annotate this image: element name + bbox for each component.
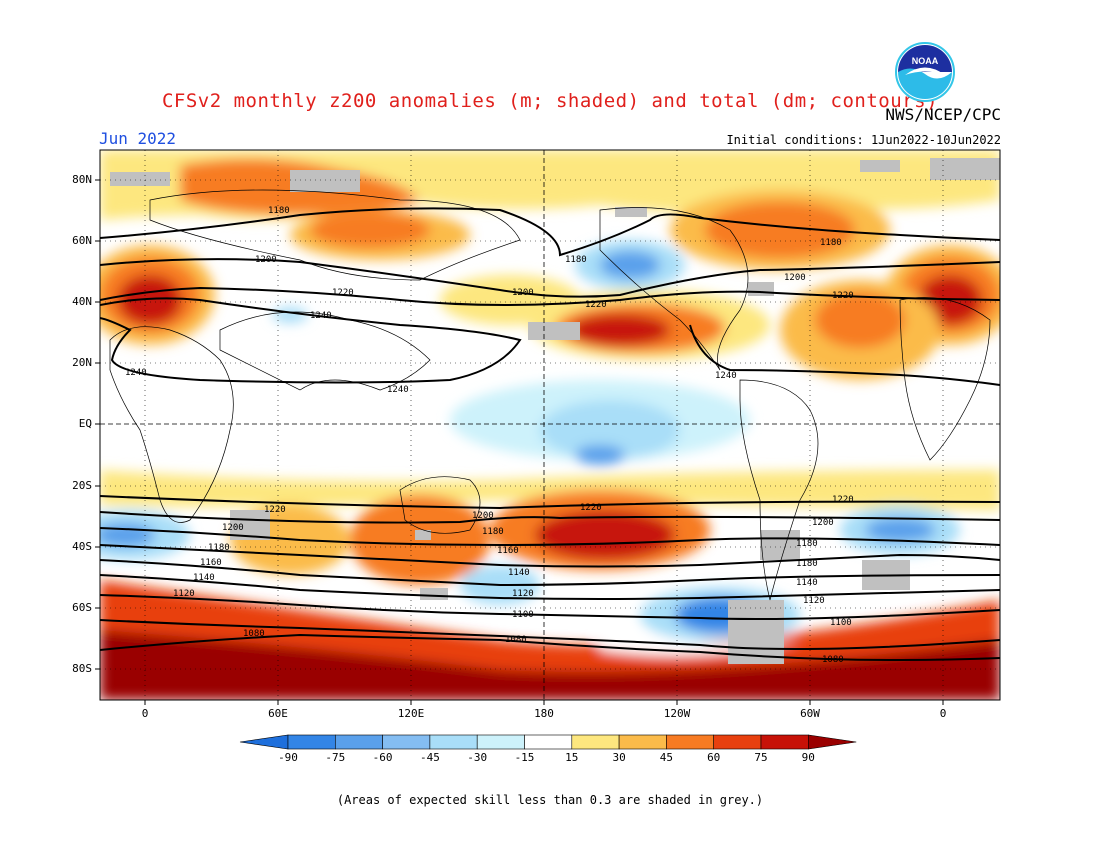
colorbar-segment [571, 734, 620, 750]
colorbar-tick-label: -75 [325, 751, 346, 764]
colorbar-tick-label: 15 [565, 751, 579, 764]
colorbar-segment [618, 734, 667, 750]
initial-conditions: Initial conditions: 1Jun2022-10Jun2022 [726, 133, 1001, 147]
contour-label: 1140 [796, 578, 818, 588]
map-frame [99, 149, 1001, 701]
contour-label: 1160 [497, 546, 519, 556]
logo-text: NOAA [912, 56, 939, 66]
lat-label: 60S [72, 601, 92, 614]
contour-label: 1120 [803, 596, 825, 606]
lat-label: EQ [78, 417, 92, 430]
contour-label: 1140 [193, 573, 215, 583]
lat-label: 60N [72, 234, 92, 247]
colorbar-segment [382, 734, 431, 750]
colorbar [239, 734, 857, 750]
contour-label: 1240 [125, 368, 147, 378]
lon-label: 0 [939, 707, 947, 720]
contour-label: 1080 [505, 635, 527, 645]
colorbar-tick-label: -90 [278, 751, 298, 764]
colorbar-tick-label: 60 [707, 751, 721, 764]
contour-label: 1240 [387, 385, 409, 395]
contour-label: 1220 [832, 495, 854, 505]
reference-lines [100, 150, 1000, 700]
contour-label: 1140 [508, 568, 530, 578]
chart-title: CFSv2 monthly z200 anomalies (m; shaded)… [161, 90, 939, 112]
lon-label: 120W [663, 707, 691, 720]
lon-label: 60W [800, 707, 820, 720]
contour-label: 1180 [482, 527, 504, 537]
contour-label: 1240 [310, 311, 332, 321]
coastlines [109, 189, 991, 601]
colorbar-tick-label: -45 [419, 751, 440, 764]
contour-label: 1080 [822, 655, 844, 665]
colorbar-tick-label: 45 [659, 751, 674, 764]
contour-label: 1120 [512, 589, 534, 599]
colorbar-tick-label: -30 [467, 751, 488, 764]
contour-label: 1200 [222, 523, 244, 533]
contour-label: 1220 [585, 300, 607, 310]
contour-label: 1220 [264, 505, 286, 515]
contour-label: 1100 [830, 618, 852, 628]
lon-label: 180 [534, 707, 554, 720]
colorbar-segment [713, 734, 762, 750]
colorbar-segment [760, 734, 809, 750]
colorbar-tick-label: -60 [372, 751, 393, 764]
colorbar-segment [524, 734, 573, 750]
contour-label: 1100 [512, 610, 534, 620]
contour-label: 1180 [796, 559, 818, 569]
contour-label: 1180 [268, 206, 290, 216]
contour-label: 1200 [512, 288, 534, 298]
colorbar-tick-label: 90 [801, 751, 815, 764]
lon-label: 120E [397, 707, 425, 720]
lat-label: 40N [72, 295, 92, 308]
low-skill-mask [110, 158, 1000, 664]
colorbar-segment [666, 734, 715, 750]
contour-label-group: 1180 1180 1180 1200 1200 1200 1220 1220 … [125, 206, 854, 665]
contour-label: 1200 [812, 518, 834, 528]
contour-label: 1180 [565, 255, 587, 265]
colorbar-tick-label: -15 [514, 751, 535, 764]
colorbar-segment [429, 734, 478, 750]
colorbar-segment [476, 734, 525, 750]
contour-label: 1200 [472, 511, 494, 521]
colorbar-min-arrow [239, 734, 289, 750]
lat-lon-grid [100, 150, 1000, 700]
lat-label: 40S [72, 540, 92, 553]
contour-label: 1200 [255, 255, 277, 265]
lat-label: 20N [72, 356, 92, 369]
contour-label: 1160 [200, 558, 222, 568]
agency-label: NWS/NCEP/CPC [885, 105, 1001, 124]
colorbar-max-arrow [807, 734, 857, 750]
contour-label: 1200 [784, 273, 806, 283]
contour-label: 1120 [173, 589, 195, 599]
lat-label: 80N [72, 173, 92, 186]
contour-label: 1180 [820, 238, 842, 248]
contour-label: 1220 [332, 288, 354, 298]
colorbar-tick-label: 30 [612, 751, 626, 764]
lon-label: 0 [141, 707, 149, 720]
forecast-month: Jun 2022 [99, 129, 177, 148]
tick-marks [95, 179, 944, 705]
contour-label: 1080 [243, 629, 265, 639]
map-area: 1180 1180 1180 1200 1200 1200 1220 1220 … [100, 150, 1000, 700]
colorbar-tick-label: 75 [754, 751, 768, 764]
contour-label: 1220 [832, 291, 854, 301]
contour-label: 1220 [580, 503, 602, 513]
contour-label: 1180 [208, 543, 230, 553]
lon-label: 60E [268, 707, 288, 720]
noaa-logo: NOAA [895, 42, 955, 102]
lat-label: 20S [72, 479, 92, 492]
height-contours [100, 207, 1000, 662]
lat-label: 80S [72, 662, 92, 675]
contour-label: 1180 [796, 539, 818, 549]
colorbar-segment [287, 734, 336, 750]
contour-label: 1240 [715, 371, 737, 381]
colorbar-segment [334, 734, 383, 750]
skill-footnote: (Areas of expected skill less than 0.3 a… [336, 793, 764, 807]
